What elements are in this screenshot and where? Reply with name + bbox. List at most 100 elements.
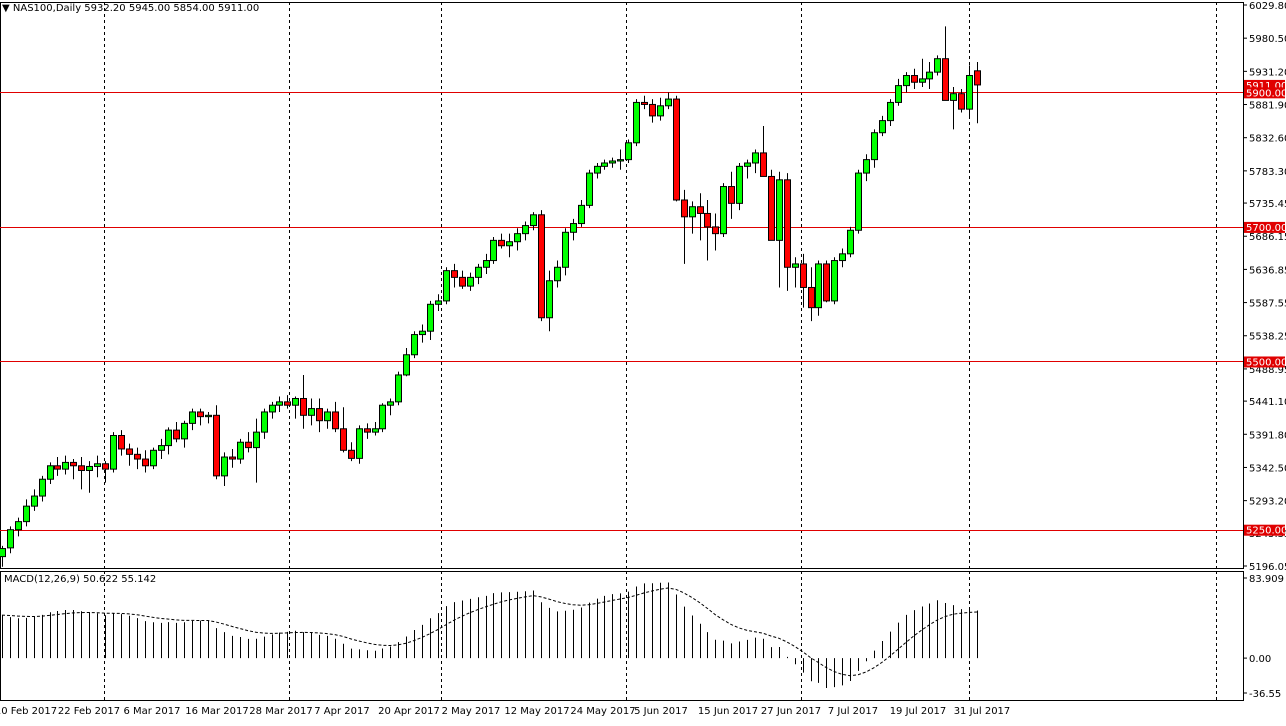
candles-group [0, 26, 981, 567]
candle-body [697, 206, 704, 214]
candle-body [617, 159, 624, 162]
candle-body [681, 199, 688, 218]
candle-body [308, 408, 315, 416]
x-tick-label: 10 Feb 2017 [0, 706, 57, 717]
candle-body [950, 93, 957, 101]
candle-body [570, 223, 577, 233]
candle-body [395, 374, 402, 403]
candle-body [800, 263, 807, 288]
candle-body [173, 429, 180, 440]
candle-body [332, 411, 339, 430]
candle-body [728, 186, 735, 204]
y-tick-label: 5488.95 [1249, 365, 1286, 376]
x-tick-label: 6 Mar 2017 [123, 706, 180, 717]
candle-body [189, 411, 196, 424]
candle-body [594, 165, 601, 174]
candle-body [47, 465, 54, 480]
candle-body [712, 226, 719, 235]
candle-body [0, 548, 6, 558]
macd-y-tick-label: 0.00 [1249, 654, 1271, 665]
y-tick-label: 5391.80 [1249, 430, 1286, 441]
candle-body [372, 428, 379, 433]
candle-body [379, 404, 386, 430]
candle-body [435, 300, 442, 305]
y-tick-label: 5735.45 [1249, 199, 1286, 210]
candle-body [205, 414, 212, 418]
candle-body [411, 334, 418, 356]
x-tick-label: 12 May 2017 [504, 706, 569, 717]
candle-body [54, 465, 61, 470]
candle-body [586, 172, 593, 206]
candle-body [62, 461, 69, 470]
candle-body [752, 152, 759, 164]
collapse-triangle-icon[interactable]: ▼ [2, 3, 10, 14]
candle-body [316, 408, 323, 422]
candle-body [919, 78, 926, 83]
y-tick-label: 5832.60 [1249, 134, 1286, 145]
x-tick-label: 27 Jun 2017 [761, 706, 821, 717]
y-tick-label: 5538.25 [1249, 332, 1286, 343]
candle-body [855, 172, 862, 231]
candle-body [689, 206, 696, 218]
y-tick-label: 5342.50 [1249, 463, 1286, 474]
candle-body [86, 465, 93, 471]
candle-body [237, 441, 244, 460]
macd-y-tick-label: 83.909 [1249, 574, 1284, 585]
level-tag-3: 5250.00 [1246, 526, 1286, 537]
y-tick-label: 5931.20 [1249, 67, 1286, 78]
current-price-tag: 5911.00 [1246, 81, 1286, 92]
candle-body [284, 401, 291, 406]
x-tick-label: 7 Apr 2017 [314, 706, 369, 717]
candle-body [649, 103, 656, 117]
candle-body [609, 160, 616, 164]
candle-body [911, 75, 918, 83]
candle-body [387, 401, 394, 406]
x-tick-label: 31 Jul 2017 [954, 706, 1011, 717]
y-tick-label: 5441.10 [1249, 397, 1286, 408]
macd-pane-frame [0, 571, 1244, 701]
candle-body [467, 276, 474, 287]
candle-body [736, 165, 743, 204]
x-tick-label: 2 May 2017 [442, 706, 501, 717]
candle-body [546, 280, 553, 319]
candle-body [7, 529, 14, 549]
y-tick-label: 5196.05 [1249, 562, 1286, 573]
chart-header: ▼ NAS100,Daily 5932.20 5945.00 5854.00 5… [2, 3, 259, 14]
candle-body [31, 495, 38, 507]
candle-body [39, 478, 46, 497]
candle-body [958, 93, 965, 110]
candle-body [150, 449, 157, 467]
candle-body [23, 505, 30, 523]
current-price-tag-bg [1244, 79, 1285, 91]
candle-body [934, 58, 941, 73]
level-tag-3-bg [1244, 524, 1285, 536]
candle-body [126, 448, 133, 455]
y-tick-label: 5783.30 [1249, 167, 1286, 178]
candle-body [744, 162, 751, 167]
x-tick-label: 7 Jul 2017 [828, 706, 878, 717]
candle-body [78, 465, 85, 471]
candle-body [498, 239, 505, 247]
candle-body [792, 263, 799, 268]
candle-body [704, 212, 711, 228]
candle-body [419, 330, 426, 336]
level-tag-2-bg [1244, 356, 1285, 368]
level-tag-2: 5500.00 [1246, 357, 1286, 368]
candle-body [720, 186, 727, 235]
candle-body [110, 434, 117, 470]
candle-body [340, 428, 347, 451]
macd-signal-line [1, 587, 978, 677]
candle-body [903, 75, 910, 87]
candle-body [863, 159, 870, 174]
candle-body [562, 231, 569, 268]
candle-body [197, 411, 204, 418]
candle-body [578, 204, 585, 225]
x-tick-label: 16 Mar 2017 [185, 706, 248, 717]
x-tick-label: 20 Apr 2017 [378, 706, 440, 717]
candle-body [300, 397, 307, 416]
symbol-ohlc-readout: NAS100,Daily 5932.20 5945.00 5854.00 591… [12, 3, 260, 14]
candle-body [229, 456, 236, 460]
candle-body [158, 445, 165, 451]
candle-body [181, 422, 188, 440]
candle-body [657, 105, 664, 117]
